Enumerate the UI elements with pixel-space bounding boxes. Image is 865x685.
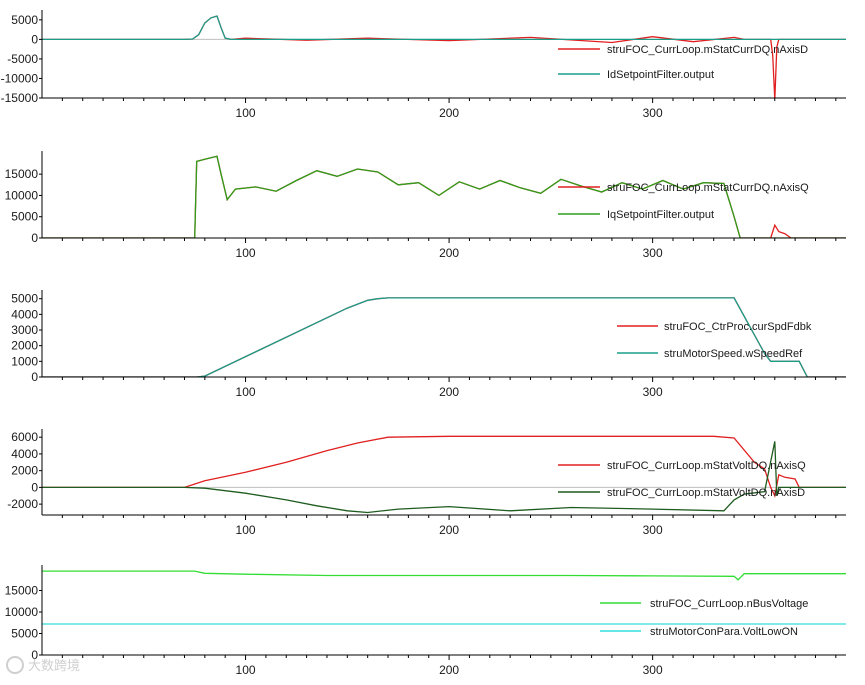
x-tick-label: 100 — [236, 106, 256, 120]
series-line-2 — [42, 441, 846, 514]
y-tick-label: 0 — [31, 231, 38, 245]
y-tick-label: -15000 — [1, 91, 39, 105]
watermark-text: 大数跨境 — [28, 659, 80, 674]
x-tick-label: 100 — [236, 523, 256, 537]
x-tick-label: 100 — [236, 385, 256, 399]
x-tick-label: 300 — [643, 523, 663, 537]
x-tick-label: 200 — [439, 385, 459, 399]
x-tick-label: 200 — [439, 523, 459, 537]
x-tick-label: 200 — [439, 106, 459, 120]
y-tick-label: 0 — [31, 32, 38, 46]
chart-panel-4: 6000 4000 2000 0 -2000 100 200 300 struFOC_CurrL… — [7, 429, 846, 537]
y-tick-label: 5000 — [11, 13, 38, 27]
y-tick-label: 0 — [31, 648, 38, 662]
y-tick-label: -2000 — [7, 497, 38, 511]
x-tick-label: 300 — [643, 106, 663, 120]
x-tick-label: 100 — [236, 663, 256, 677]
chart-panel-5: 15000 10000 5000 0 100 200 300 struFOC_CurrLoop… — [5, 565, 846, 677]
y-tick-label: 0 — [31, 370, 38, 384]
series-line-2 — [42, 155, 846, 238]
y-tick-label: -5000 — [7, 52, 38, 66]
legend-label: struFOC_CurrLoop.mStatVoltDQ.nAxisD — [607, 487, 805, 499]
x-tick-label: 100 — [236, 246, 256, 260]
legend-label: struFOC_CurrLoop.nBusVoltage — [650, 598, 808, 610]
x-tick-label: 300 — [643, 663, 663, 677]
x-tick-label: 200 — [439, 663, 459, 677]
y-tick-label: 15000 — [5, 584, 39, 598]
chart-panel-1: 5000 0 -5000 -10000 -15000 100 200 300 struFOC_C… — [1, 10, 846, 120]
legend-label: struFOC_CurrLoop.mStatVoltDQ.nAxisQ — [607, 460, 806, 472]
watermark-logo-icon — [6, 656, 24, 674]
x-tick-label: 300 — [643, 246, 663, 260]
y-tick-label: 5000 — [11, 292, 38, 306]
y-tick-label: 5000 — [11, 627, 38, 641]
y-tick-label: 15000 — [5, 167, 39, 181]
series-line-1 — [42, 15, 846, 98]
y-tick-label: 6000 — [11, 430, 38, 444]
series-line-2 — [42, 15, 846, 41]
legend-label: struMotorConPara.VoltLowON — [650, 626, 798, 638]
chart-panel-2: 15000 10000 5000 0 100 200 300 struFOC_CurrLoop… — [5, 151, 846, 260]
y-tick-label: 10000 — [5, 188, 39, 202]
x-tick-label: 300 — [643, 385, 663, 399]
y-tick-label: 0 — [31, 480, 38, 494]
series-line-1 — [42, 297, 846, 377]
legend-label: struFOC_CurrLoop.mStatCurrDQ.nAxisQ — [607, 182, 809, 194]
watermark: 大数跨境 — [6, 656, 80, 674]
y-tick-label: 4000 — [11, 307, 38, 321]
series-line-1 — [42, 435, 846, 498]
y-tick-label: 1000 — [11, 354, 38, 368]
y-tick-label: 4000 — [11, 447, 38, 461]
series-line-1 — [42, 570, 846, 581]
series-line-1 — [42, 155, 846, 238]
legend-label: struFOC_CurrLoop.mStatCurrDQ.nAxisD — [607, 44, 808, 56]
legend-label: IdSetpointFilter.output — [607, 69, 714, 81]
series-line-2 — [42, 297, 846, 377]
legend-label: struFOC_CtrProc.curSpdFdbk — [664, 321, 812, 333]
x-tick-label: 200 — [439, 246, 459, 260]
y-tick-label: 3000 — [11, 323, 38, 337]
y-tick-label: 2000 — [11, 464, 38, 478]
y-tick-label: 10000 — [5, 605, 39, 619]
y-tick-label: 2000 — [11, 339, 38, 353]
y-tick-label: 5000 — [11, 210, 38, 224]
legend-label: struMotorSpeed.wSpeedRef — [664, 348, 803, 360]
y-tick-label: -10000 — [1, 71, 39, 85]
legend-label: IqSetpointFilter.output — [607, 209, 714, 221]
